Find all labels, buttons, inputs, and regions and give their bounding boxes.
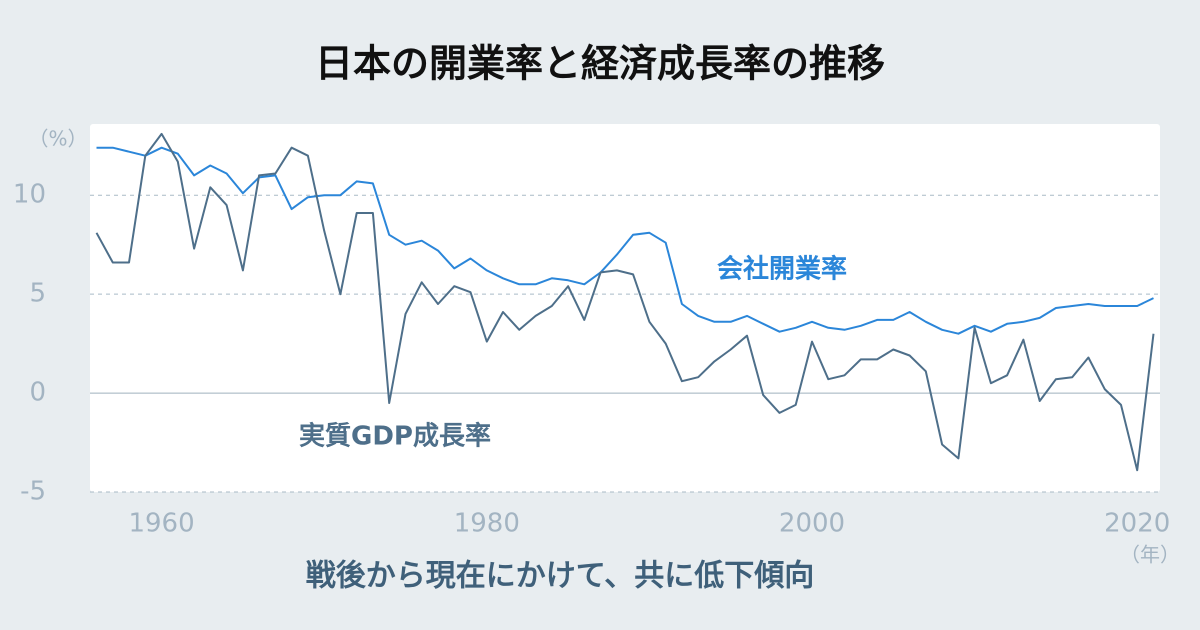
- x-tick-label: 1960: [128, 509, 194, 539]
- plot-area: [90, 124, 1160, 492]
- y-unit: （%）: [28, 127, 87, 151]
- series-line: [96, 146, 1154, 335]
- y-tick-label: 10: [13, 180, 46, 210]
- x-tick-label: 2000: [779, 509, 845, 539]
- series-label: 会社開業率: [717, 254, 847, 285]
- y-tick-label: 5: [29, 279, 46, 309]
- subtitle: 戦後から現在にかけて、共に低下傾向: [306, 559, 815, 594]
- chart-title: 日本の開業率と経済成長率の推移: [315, 42, 885, 86]
- series-line: [95, 132, 1155, 472]
- x-unit: （年）: [1120, 543, 1180, 567]
- y-tick-label: 0: [29, 378, 46, 408]
- x-tick-label: 2020: [1104, 509, 1170, 539]
- x-tick-label: 1980: [454, 509, 520, 539]
- series-label: 実質GDP成長率: [299, 421, 491, 452]
- y-tick-label: -5: [20, 477, 46, 507]
